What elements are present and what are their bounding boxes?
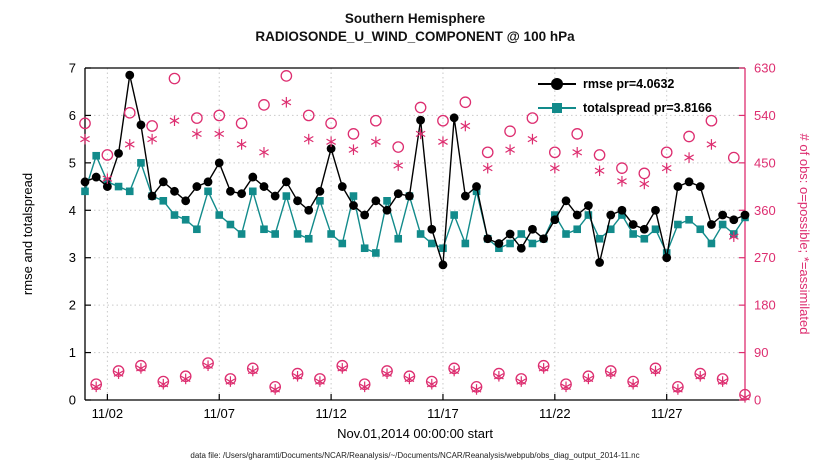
svg-text:4: 4 bbox=[69, 203, 76, 218]
svg-text:11/17: 11/17 bbox=[427, 406, 459, 421]
svg-text:2: 2 bbox=[69, 298, 76, 313]
svg-text:11/02: 11/02 bbox=[92, 406, 124, 421]
legend-item-totalspread[interactable]: totalspread pr=3.8166 bbox=[538, 98, 712, 118]
svg-text:630: 630 bbox=[754, 61, 776, 76]
totalspread-marker-icon bbox=[538, 101, 576, 115]
svg-text:360: 360 bbox=[754, 203, 776, 218]
svg-text:11/12: 11/12 bbox=[315, 406, 347, 421]
rmse-marker-icon bbox=[538, 77, 576, 91]
svg-text:5: 5 bbox=[69, 155, 76, 170]
svg-text:0: 0 bbox=[69, 393, 76, 408]
legend-label-totalspread: totalspread pr=3.8166 bbox=[583, 101, 712, 115]
chart-title-block: Southern Hemisphere RADIOSONDE_U_WIND_CO… bbox=[0, 10, 830, 46]
svg-text:1: 1 bbox=[69, 345, 76, 360]
svg-text:540: 540 bbox=[754, 108, 776, 123]
svg-text:11/27: 11/27 bbox=[651, 406, 683, 421]
rmse-series bbox=[80, 70, 750, 270]
totalspread-series bbox=[81, 151, 749, 257]
obs-possible-markers bbox=[79, 70, 751, 401]
svg-text:90: 90 bbox=[754, 345, 768, 360]
chart-legend: rmse pr=4.0632 totalspread pr=3.8166 bbox=[538, 74, 712, 118]
x-axis-label: Nov.01,2014 00:00:00 start bbox=[337, 426, 493, 441]
left-y-axis-label: rmse and totalspread bbox=[20, 173, 35, 295]
svg-text:7: 7 bbox=[69, 61, 76, 76]
chart-title-line1: Southern Hemisphere bbox=[344, 11, 486, 26]
svg-text:270: 270 bbox=[754, 250, 776, 265]
grid-lines bbox=[85, 68, 745, 400]
legend-label-rmse: rmse pr=4.0632 bbox=[583, 77, 675, 91]
right-y-axis-label: # of obs: o=possible; *=assimilated bbox=[797, 134, 812, 335]
svg-text:0: 0 bbox=[754, 393, 761, 408]
svg-text:450: 450 bbox=[754, 155, 776, 170]
svg-text:11/22: 11/22 bbox=[539, 406, 571, 421]
obs-assimilated-markers bbox=[80, 96, 750, 403]
axes bbox=[84, 67, 746, 401]
svg-text:11/07: 11/07 bbox=[203, 406, 235, 421]
svg-text:3: 3 bbox=[69, 250, 76, 265]
chart-title-line2: RADIOSONDE_U_WIND_COMPONENT @ 100 hPa bbox=[255, 29, 575, 45]
svg-text:180: 180 bbox=[754, 298, 776, 313]
legend-item-rmse[interactable]: rmse pr=4.0632 bbox=[538, 74, 712, 94]
svg-text:6: 6 bbox=[69, 108, 76, 123]
data-file-caption: data file: /Users/gharamti/Documents/NCA… bbox=[190, 451, 640, 460]
